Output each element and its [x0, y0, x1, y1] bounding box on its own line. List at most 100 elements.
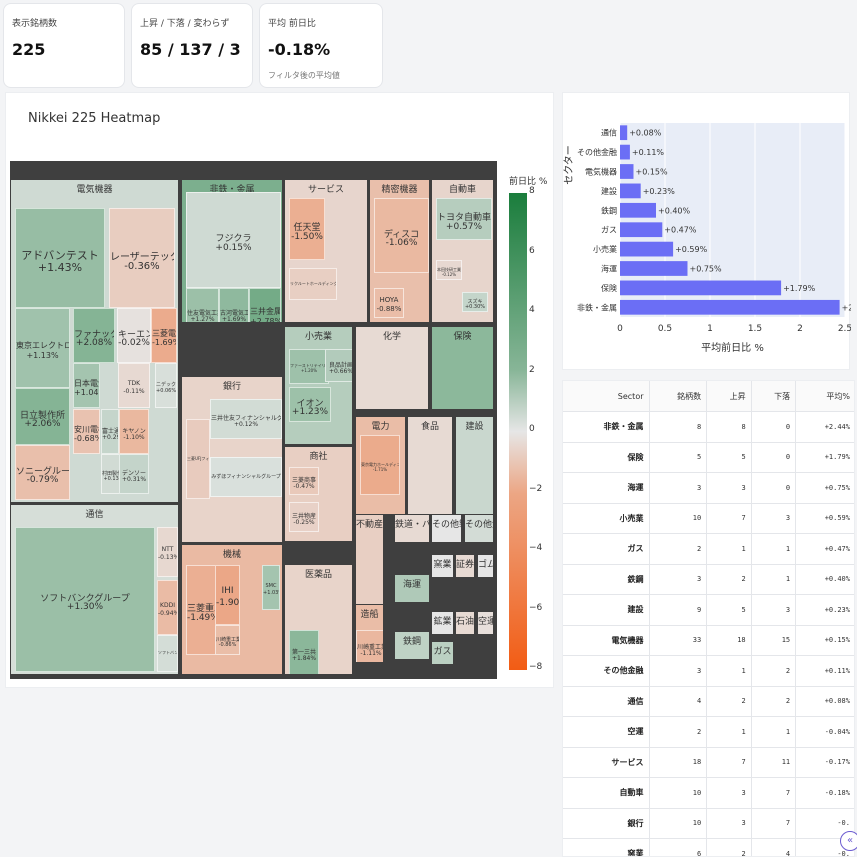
- treemap-sector[interactable]: 電気機器アドバンテスト+1.43%レーザーテック-0.36%東京エレクトロン+1…: [10, 179, 179, 503]
- treemap-stock-cell[interactable]: ディスコ -1.06%: [374, 198, 429, 273]
- table-value-cell: 4: [751, 838, 797, 856]
- treemap-stock-cell[interactable]: 任天堂 -1.50%: [289, 198, 325, 260]
- treemap-sector[interactable]: 電力東京電力ホールディングス-1.71%: [355, 416, 406, 515]
- treemap-stock-cell[interactable]: ニデック +0.06%: [155, 363, 177, 408]
- table-value-cell: 0: [751, 472, 797, 504]
- treemap-stock-cell[interactable]: 富士通+0.29%: [101, 409, 119, 454]
- y-tick-label: 電気機器: [585, 167, 617, 177]
- treemap-stock-name: キヤノン: [122, 427, 146, 435]
- table-header-cell[interactable]: 下落: [751, 381, 797, 412]
- treemap-sector[interactable]: サービス 任天堂 -1.50% リクルートホールディングス: [284, 179, 368, 323]
- treemap-sector[interactable]: 海運: [394, 574, 430, 603]
- treemap-stock-cell[interactable]: 三井物産 -0.25%: [289, 502, 319, 532]
- treemap-sector[interactable]: 小売業ファーストリテイリング+1.20%良品計画+0.66%イオン+1.23%: [284, 326, 353, 445]
- treemap-stock-cell[interactable]: デンソー +0.31%: [119, 454, 149, 494]
- treemap-sector[interactable]: 空運: [477, 611, 494, 635]
- treemap-stock-cell[interactable]: 安川電機-0.68%: [73, 409, 100, 454]
- treemap-stock-name: 第一三共: [291, 648, 316, 656]
- treemap-stock-cell[interactable]: キーエンス-0.02%: [117, 308, 151, 363]
- treemap-stock-cell[interactable]: ソニーグループ-0.79%: [15, 445, 70, 500]
- x-tick-label: 2.5: [838, 324, 851, 334]
- treemap-stock-cell[interactable]: ファナック +2.08%: [73, 308, 115, 363]
- treemap-stock-cell[interactable]: レーザーテック -0.36%: [109, 208, 175, 308]
- treemap-stock-cell[interactable]: 良品計画 +0.66%: [325, 349, 353, 382]
- treemap-sector[interactable]: 銀行三井住友フィナンシャルグループ+0.12% 三菱UFJフィナンシャル・グループ…: [181, 376, 283, 543]
- treemap-sector[interactable]: 商社 三菱商事 -0.47% 三井物産 -0.25%: [284, 446, 353, 542]
- treemap-stock-cell[interactable]: トヨタ自動車 +0.57%: [436, 198, 492, 240]
- treemap-stock-cell[interactable]: KDDI -0.94%: [157, 580, 178, 635]
- treemap-sector[interactable]: 不動産: [355, 514, 384, 613]
- treemap-stock-cell[interactable]: 日立製作所 +2.06%: [15, 388, 70, 445]
- treemap-stock-cell[interactable]: ファーストリテイリング+1.20%: [289, 349, 329, 384]
- treemap-stock-cell[interactable]: TDK -0.11%: [118, 363, 150, 408]
- treemap-sector[interactable]: 保険: [431, 326, 494, 410]
- treemap-sector[interactable]: ガス: [431, 641, 454, 665]
- treemap-sector[interactable]: 通信 ソフトバンクグループ +1.30% NTT -0.13% KDDI -0.94% ソフト…: [10, 504, 179, 675]
- treemap-stock-name: ソフトバンクグループ: [40, 593, 130, 604]
- treemap-stock-cell[interactable]: 三井住友フィナンシャルグループ+0.12%: [210, 399, 282, 439]
- treemap-sector[interactable]: 非鉄・金属フジクラ+0.15%住友電気工業+1.27%古河電気工業+1.69%三…: [181, 179, 283, 323]
- treemap-sector[interactable]: 鉱業: [431, 611, 454, 635]
- chevron-double-left-icon[interactable]: «: [840, 831, 857, 851]
- treemap-stock-cell[interactable]: 川崎重工業-1.11%: [356, 630, 383, 662]
- treemap-stock-cell[interactable]: 住友電気工業+1.27%: [186, 288, 219, 322]
- treemap-stock-cell[interactable]: NTT -0.13%: [157, 527, 178, 577]
- treemap-stock-cell[interactable]: HOYA -0.88%: [374, 288, 404, 318]
- treemap-stock-cell[interactable]: 第一三共 +1.84%: [289, 630, 319, 674]
- treemap-stock-cell[interactable]: IHI-1.90%: [215, 565, 240, 625]
- treemap-sector[interactable]: 精密機器 ディスコ -1.06% HOYA -0.88%: [369, 179, 430, 323]
- treemap-sector[interactable]: 証券: [455, 554, 475, 578]
- treemap-sector[interactable]: 医薬品 第一三共 +1.84%: [284, 564, 353, 675]
- treemap[interactable]: 電気機器アドバンテスト+1.43%レーザーテック-0.36%東京エレクトロン+1…: [10, 161, 497, 679]
- treemap-sector[interactable]: 化学: [355, 326, 429, 410]
- treemap-stock-cell[interactable]: スズキ +0.30%: [462, 292, 488, 312]
- table-header-cell[interactable]: 平均%: [795, 381, 854, 412]
- treemap-sector[interactable]: その他製造: [431, 514, 462, 543]
- treemap-stock-cell[interactable]: 本田技研工業 -0.12%: [436, 260, 462, 280]
- treemap-sector[interactable]: 自動車 トヨタ自動車 +0.57% 本田技研工業 -0.12% スズキ +0.30%: [431, 179, 494, 323]
- treemap-sector[interactable]: 石油: [455, 611, 475, 635]
- treemap-sector[interactable]: 鉄鋼: [394, 631, 430, 660]
- treemap-sector[interactable]: 窯業: [431, 554, 454, 578]
- treemap-stock-cell[interactable]: 東京エレクトロン+1.13%: [15, 308, 70, 388]
- treemap-sector[interactable]: ゴム: [477, 554, 494, 578]
- table-header-cell[interactable]: 銘柄数: [649, 381, 708, 412]
- table-row: 海運 3 3 0 +0.75%: [563, 472, 854, 504]
- treemap-stock-cell[interactable]: 東京電力ホールディングス-1.71%: [360, 435, 400, 495]
- y-tick-label: 保険: [601, 283, 617, 293]
- y-tick-label: 鉄鋼: [601, 205, 617, 215]
- treemap-stock-cell[interactable]: ソフトバンクグループ +1.30%: [15, 527, 155, 672]
- treemap-sector[interactable]: 食品: [407, 416, 453, 515]
- treemap-stock-cell[interactable]: みずほフィナンシャルグループ: [210, 457, 282, 497]
- treemap-stock-cell[interactable]: 日本電気+1.04%: [73, 363, 100, 408]
- treemap-stock-cell[interactable]: SMC+1.03%: [262, 565, 280, 610]
- treemap-stock-cell[interactable]: リクルートホールディングス: [289, 268, 337, 300]
- treemap-stock-cell[interactable]: イオン +1.23%: [289, 387, 331, 422]
- table-header-cell[interactable]: 上昇: [706, 381, 752, 412]
- treemap-sector[interactable]: 建設: [455, 416, 494, 515]
- treemap-stock-cell[interactable]: 三菱商事 -0.47%: [289, 467, 319, 495]
- treemap-stock-cell[interactable]: 川崎重工業 -0.86%: [215, 625, 240, 655]
- treemap-stock-name: 住友電気工業: [187, 310, 218, 318]
- treemap-stock-cell[interactable]: 古河電気工業+1.69%: [219, 288, 249, 322]
- treemap-stock-cell[interactable]: 三菱UFJフィナンシャル・グループ: [186, 419, 210, 499]
- treemap-stock-cell[interactable]: ソフトバンク: [157, 635, 178, 672]
- table-value-cell: +0.40%: [795, 564, 854, 595]
- treemap-sector[interactable]: 造船川崎重工業-1.11%: [355, 604, 384, 663]
- treemap-stock-cell[interactable]: フジクラ +0.15%: [186, 192, 281, 288]
- treemap-sector[interactable]: その他金融: [464, 514, 494, 543]
- treemap-stock-cell[interactable]: キヤノン -1.10%: [119, 409, 149, 454]
- table-sector-cell: 自動車: [563, 777, 650, 809]
- table-header-cell[interactable]: Sector: [563, 381, 650, 412]
- treemap-stock-cell[interactable]: 三菱重工業-1.49%: [186, 565, 216, 655]
- treemap-sector[interactable]: 鉄道・バス: [394, 514, 430, 543]
- table-row: 銀行 10 3 7 -0.: [563, 808, 854, 839]
- table-value-cell: 8: [706, 411, 752, 443]
- treemap-stock-cell[interactable]: 三菱電機-1.69%: [151, 308, 177, 363]
- table-value-cell: 15: [751, 625, 797, 656]
- bar: [620, 222, 663, 238]
- treemap-stock-cell[interactable]: 三井金属鉱業+2.78%: [249, 288, 281, 322]
- treemap-sector[interactable]: 機械三菱重工業-1.49%IHI-1.90%川崎重工業-0.86%SMC+1.0…: [181, 544, 283, 675]
- treemap-stock-name: 良品計画: [328, 361, 353, 369]
- treemap-stock-cell[interactable]: アドバンテスト +1.43%: [15, 208, 105, 308]
